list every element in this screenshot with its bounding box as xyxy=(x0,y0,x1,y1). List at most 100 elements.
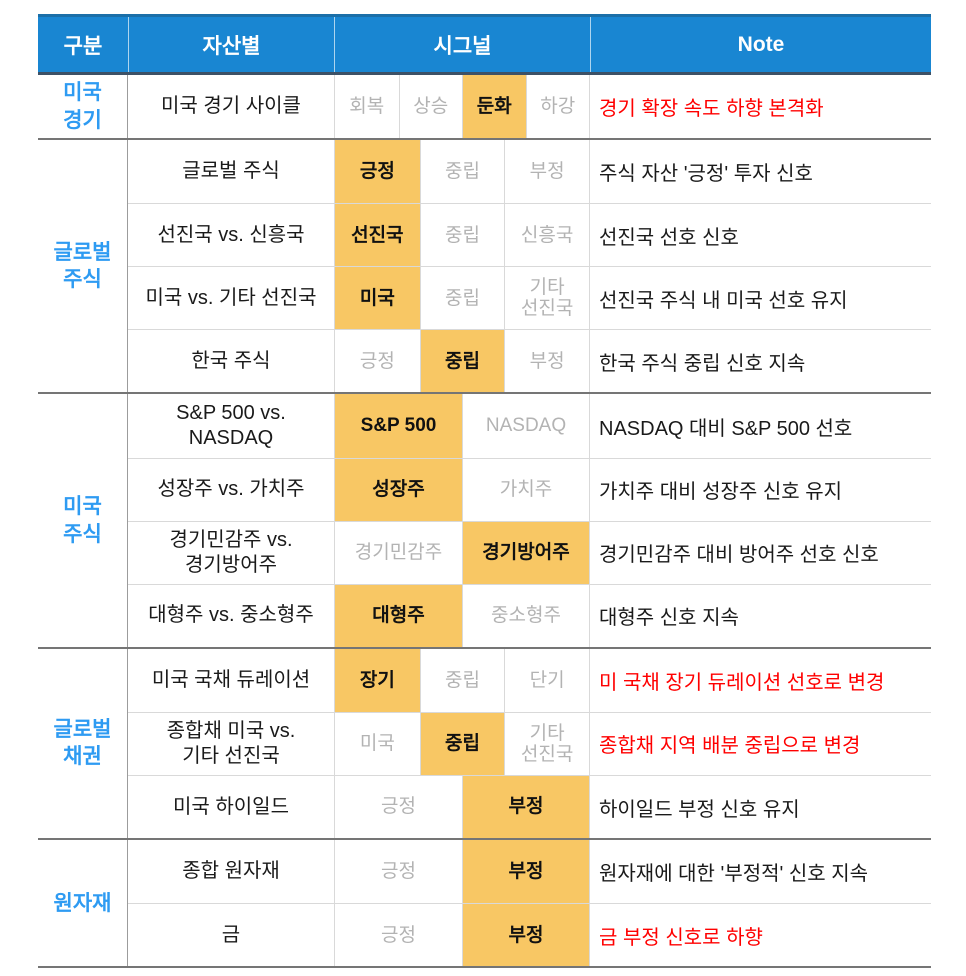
signal-option-selected: 둔화 xyxy=(462,75,526,139)
signal-option-selected: 중립 xyxy=(419,712,505,776)
table-row: 성장주 vs. 가치주 성장주 가치주 가치주 대비 성장주 신호 유지 xyxy=(128,457,931,521)
table-row: S&P 500 vs. NASDAQ S&P 500 NASDAQ NASDAQ… xyxy=(128,394,931,458)
signal-cells: 긍정 부정 xyxy=(334,904,590,967)
signal-option: NASDAQ xyxy=(462,394,589,458)
table-row: 미국 경기 사이클 회복 상승 둔화 하강 경기 확장 속도 하향 본격화 xyxy=(128,75,931,139)
asset-name: 글로벌 주식 xyxy=(182,160,280,183)
asset-name: 종합채 미국 vs. 기타 선진국 xyxy=(166,719,296,767)
header-col-asset: 자산별 xyxy=(128,17,334,72)
signal-option-selected: 성장주 xyxy=(335,458,462,521)
signal-option-selected: 긍정 xyxy=(335,140,420,204)
table-row: 금 긍정 부정 금 부정 신호로 하향 xyxy=(128,903,931,967)
note-text: 선진국 주식 내 미국 선호 유지 xyxy=(599,289,848,312)
note-text: NASDAQ 대비 S&P 500 선호 xyxy=(599,417,853,440)
signal-cells: 선진국 중립 신흥국 xyxy=(334,204,590,267)
table-row: 미국 하이일드 긍정 부정 하이일드 부정 신호 유지 xyxy=(128,775,931,839)
signal-option: 부정 xyxy=(504,330,589,393)
signal-cells: 긍정 중립 부정 xyxy=(334,140,590,204)
category-label: 글로벌 채권 xyxy=(38,648,128,839)
signal-cells: 긍정 중립 부정 xyxy=(334,330,590,393)
asset-name: 한국 주식 xyxy=(191,349,271,372)
header-col-category: 구분 xyxy=(63,34,103,58)
category-label: 미국 경기 xyxy=(38,75,128,139)
signal-option: 중립 xyxy=(419,140,505,204)
signal-option: 회복 xyxy=(349,95,385,117)
header-col-note: Note xyxy=(590,17,931,72)
signal-option: 단기 xyxy=(504,648,589,712)
signal-table: 구분 자산별 시그널 Note 미국 경기 미국 경기 사이클 회복 상승 둔화… xyxy=(38,14,931,969)
signal-cells: 경기민감주 경기방어주 xyxy=(334,521,590,584)
group-rows: 종합 원자재 긍정 부정 원자재에 대한 '부정적' 신호 지속 금 긍정 부정… xyxy=(128,840,931,967)
signal-option: 미국 xyxy=(359,733,395,755)
note-text: 경기 확장 속도 하향 본격화 xyxy=(599,98,824,121)
note-text: 미 국채 장기 듀레이션 선호로 변경 xyxy=(599,671,885,694)
signal-cells: 미국 중립 기타 선진국 xyxy=(334,267,590,330)
note-text: 대형주 신호 지속 xyxy=(599,607,739,630)
asset-name: 선진국 vs. 신흥국 xyxy=(157,223,305,246)
signal-cells: 장기 중립 단기 xyxy=(334,648,590,712)
table-row: 종합 원자재 긍정 부정 원자재에 대한 '부정적' 신호 지속 xyxy=(128,840,931,904)
signal-option-selected: 부정 xyxy=(462,904,589,967)
header-col-signal: 시그널 xyxy=(334,17,590,72)
asset-name: 미국 하이일드 xyxy=(173,795,289,818)
group-rows: S&P 500 vs. NASDAQ S&P 500 NASDAQ NASDAQ… xyxy=(128,394,931,647)
table-row: 대형주 vs. 중소형주 대형주 중소형주 대형주 신호 지속 xyxy=(128,583,931,647)
table-row: 경기민감주 vs. 경기방어주 경기민감주 경기방어주 경기민감주 대비 방어주… xyxy=(128,520,931,584)
signal-option-selected: 선진국 xyxy=(335,204,420,267)
signal-cells: 회복 상승 둔화 하강 xyxy=(334,75,590,139)
signal-option-selected: 경기방어주 xyxy=(462,521,589,584)
group-rows: 미국 국채 듀레이션 장기 중립 단기 미 국채 장기 듀레이션 선호로 변경 … xyxy=(128,648,931,839)
category-group-us-equity: 미국 주식 S&P 500 vs. NASDAQ S&P 500 NASDAQ … xyxy=(38,392,931,647)
signal-option: 부정 xyxy=(504,140,589,204)
table-row: 한국 주식 긍정 중립 부정 한국 주식 중립 신호 지속 xyxy=(128,329,931,393)
signal-option: 신흥국 xyxy=(504,204,589,267)
category-label: 미국 주식 xyxy=(38,394,128,647)
signal-option: 기타 선진국 xyxy=(504,267,589,330)
group-rows: 미국 경기 사이클 회복 상승 둔화 하강 경기 확장 속도 하향 본격화 xyxy=(128,75,931,139)
signal-option: 중립 xyxy=(419,648,505,712)
table-row: 선진국 vs. 신흥국 선진국 중립 신흥국 선진국 선호 신호 xyxy=(128,203,931,267)
signal-cells: 긍정 부정 xyxy=(334,840,590,904)
category-group-global-equity: 글로벌 주식 글로벌 주식 긍정 중립 부정 주식 자산 '긍정' 투자 신호 … xyxy=(38,138,931,393)
signal-option-selected: S&P 500 xyxy=(335,394,462,458)
category-label: 글로벌 주식 xyxy=(38,140,128,393)
note-text: 경기민감주 대비 방어주 선호 신호 xyxy=(599,544,879,567)
category-group-us-economy: 미국 경기 미국 경기 사이클 회복 상승 둔화 하강 경기 확장 속도 하향 … xyxy=(38,75,931,139)
category-group-global-bond: 글로벌 채권 미국 국채 듀레이션 장기 중립 단기 미 국채 장기 듀레이션 … xyxy=(38,646,931,839)
asset-name: 미국 국채 듀레이션 xyxy=(151,668,311,691)
asset-name: 경기민감주 vs. 경기방어주 xyxy=(169,528,293,576)
asset-name: 성장주 vs. 가치주 xyxy=(157,478,305,501)
signal-option: 기타 선진국 xyxy=(504,712,589,776)
asset-name: 미국 vs. 기타 선진국 xyxy=(145,286,317,309)
table-row: 글로벌 주식 긍정 중립 부정 주식 자산 '긍정' 투자 신호 xyxy=(128,140,931,204)
signal-option-selected: 미국 xyxy=(335,267,420,330)
asset-name: 미국 경기 사이클 xyxy=(161,95,301,118)
asset-name: 금 xyxy=(221,923,241,946)
note-text: 주식 자산 '긍정' 투자 신호 xyxy=(599,163,813,186)
signal-option-selected: 중립 xyxy=(419,330,505,393)
signal-option-selected: 장기 xyxy=(335,648,420,712)
asset-name: 대형주 vs. 중소형주 xyxy=(148,604,314,627)
note-text: 가치주 대비 성장주 신호 유지 xyxy=(599,481,843,504)
signal-option: 긍정 xyxy=(359,350,395,372)
signal-option: 긍정 xyxy=(381,796,416,818)
note-text: 선진국 선호 신호 xyxy=(599,226,739,249)
asset-name: 종합 원자재 xyxy=(182,860,280,883)
signal-cells: S&P 500 NASDAQ xyxy=(334,394,590,458)
signal-option-selected: 부정 xyxy=(462,776,589,839)
note-text: 원자재에 대한 '부정적' 신호 지속 xyxy=(599,863,869,886)
category-label: 원자재 xyxy=(38,840,128,967)
signal-option: 중소형주 xyxy=(462,584,589,647)
table-row: 미국 국채 듀레이션 장기 중립 단기 미 국채 장기 듀레이션 선호로 변경 xyxy=(128,648,931,712)
signal-option-selected: 대형주 xyxy=(335,584,462,647)
signal-option: 중립 xyxy=(419,267,505,330)
signal-option: 경기민감주 xyxy=(354,542,443,564)
signal-cells: 성장주 가치주 xyxy=(334,458,590,521)
signal-option: 긍정 xyxy=(381,924,416,946)
note-text: 한국 주식 중립 신호 지속 xyxy=(599,352,806,375)
note-text: 하이일드 부정 신호 유지 xyxy=(599,798,800,821)
signal-option: 하강 xyxy=(525,75,590,139)
signal-option: 가치주 xyxy=(462,458,589,521)
signal-option: 중립 xyxy=(419,204,505,267)
note-text: 종합채 지역 배분 중립으로 변경 xyxy=(599,735,861,758)
